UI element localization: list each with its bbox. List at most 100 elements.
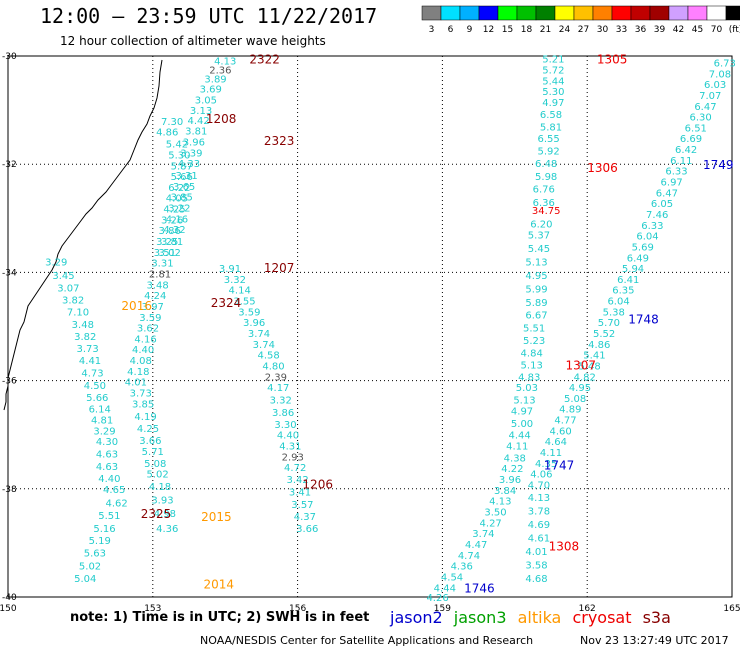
wave-height-label: 3.45 [52, 271, 74, 282]
pass-time-label: 1207 [264, 261, 295, 275]
wave-height-label: 4.16 [134, 334, 156, 345]
wave-height-label: 5.44 [542, 76, 564, 87]
wave-height-label: 4.64 [545, 437, 567, 448]
colorbar-swatch [573, 5, 594, 21]
wave-height-label: 6.22 [168, 183, 190, 194]
colorbar-label: 21 [540, 25, 551, 35]
wave-height-label: 2.36 [209, 66, 231, 77]
y-tick-label: -36 [2, 377, 17, 387]
wave-height-label: 4.33 [178, 159, 200, 170]
colorbar-label: 9 [467, 25, 473, 35]
wave-height-label: 3.86 [159, 226, 181, 237]
page-title: 12:00 – 23:59 UTC 11/22/2017 [40, 4, 378, 28]
wave-height-label: 4.40 [277, 431, 299, 442]
wave-height-label: 3.29 [45, 258, 67, 269]
colorbar-swatch [421, 5, 442, 21]
wave-height-label: 3.81 [185, 127, 207, 138]
wave-height-label: 5.21 [542, 55, 564, 66]
pass-time-label: 1306 [587, 161, 618, 175]
wave-height-label: 5.19 [89, 536, 111, 547]
legend-jason3: jason3 [453, 608, 507, 627]
wave-height-label: 5.66 [86, 393, 108, 404]
wave-height-label: 3.78 [528, 506, 550, 517]
wave-height-label: 5.02 [79, 562, 101, 573]
wave-height-label: 4.47 [465, 540, 487, 551]
wave-height-label: 3.29 [93, 426, 115, 437]
wave-height-label: 3.96 [183, 137, 205, 148]
wave-height-label: 4.19 [134, 412, 156, 423]
wave-height-label: 3.86 [272, 408, 294, 419]
wave-height-label: 3.13 [190, 106, 212, 117]
pass-time-label: 1305 [597, 53, 628, 67]
wave-height-label: 3.81 [161, 237, 183, 248]
wave-height-label: 6.04 [607, 297, 629, 308]
wave-height-label: 6.58 [540, 110, 562, 121]
wave-height-label: 4.06 [530, 470, 552, 481]
coastline [3, 59, 163, 411]
wave-height-label: 7.10 [67, 307, 89, 318]
wave-height-label: 4.58 [258, 351, 280, 362]
colorbar-label: 70 [711, 25, 723, 35]
wave-height-label: 5.41 [583, 351, 605, 362]
wave-height-label: 3.89 [204, 75, 226, 86]
wave-height-label: 2.93 [282, 452, 304, 463]
wave-height-label: 4.30 [96, 437, 118, 448]
wave-height-label: 4.38 [504, 453, 526, 464]
wave-height-label: 6.76 [533, 185, 555, 196]
wave-height-label: 4.98 [154, 509, 176, 520]
pass-time-label: 1206 [302, 477, 333, 491]
wave-height-label: 5.30 [168, 150, 190, 161]
wave-height-label: 4.17 [267, 383, 289, 394]
wave-height-label: 6.04 [636, 232, 658, 243]
wave-height-label: 5.52 [593, 329, 615, 340]
wave-height-label: 4.84 [521, 348, 543, 359]
wave-height-label: 3.74 [248, 329, 270, 340]
colorbar-swatch [516, 5, 537, 21]
wave-height-label: 6.11 [670, 156, 692, 167]
wave-height-label: 5.16 [93, 524, 115, 535]
wave-height-label: 4.65 [103, 485, 125, 496]
wave-height-label: 5.04 [74, 574, 96, 585]
colorbar-swatch [497, 5, 518, 21]
wave-height-label: 7.08 [709, 69, 731, 80]
colorbar-swatch [592, 5, 613, 21]
wave-height-label: 5.87 [171, 161, 193, 172]
colorbar-swatch [725, 5, 740, 21]
wave-height-label: 3.85 [132, 399, 154, 410]
wave-height-label: 3.74 [472, 529, 494, 540]
wave-height-label: 4.70 [528, 480, 550, 491]
y-tick-label: -34 [2, 268, 17, 278]
legend-s3a: s3a [642, 608, 671, 627]
wave-height-label: 6.33 [641, 221, 663, 232]
colorbar-swatch [706, 5, 727, 21]
wave-height-label: 7.07 [699, 91, 721, 102]
wave-height-label: 3.84 [494, 486, 516, 497]
wave-height-label: 6.48 [535, 159, 557, 170]
wave-height-label: 5.23 [523, 336, 545, 347]
pass-time-label: 2322 [249, 53, 280, 67]
chart-annotations: 2322 1208 2323 1207 2324 2016 1206 2325 2015 2014… [121, 53, 733, 596]
wave-height-label: 4.77 [554, 416, 576, 427]
wave-height-label: 4.74 [458, 551, 480, 562]
wave-height-label: 3.85 [171, 193, 193, 204]
wave-height-label: 3.50 [484, 508, 506, 519]
colorbar-swatch [649, 5, 670, 21]
wave-height-label: 6.05 [651, 199, 673, 210]
wave-height-label: 4.95 [525, 271, 547, 282]
wave-height-label: 3.59 [139, 313, 161, 324]
colorbar-label: 3 [429, 25, 435, 35]
wave-height-label: 6.33 [665, 167, 687, 178]
colorbar-label: 24 [559, 25, 571, 35]
wave-height-label: 5.45 [528, 244, 550, 255]
colorbar-swatch [478, 5, 499, 21]
wave-height-label: 4.63 [96, 450, 118, 461]
pass-time-label: 1308 [549, 540, 580, 554]
wave-height-label: 3.73 [77, 344, 99, 355]
pass-time-label: 1748 [628, 312, 659, 326]
colorbar-label: 33 [616, 25, 627, 35]
wave-height-label: 4.86 [588, 340, 610, 351]
wave-height-label: 5.37 [528, 231, 550, 242]
wave-height-label: 4.63 [96, 462, 118, 473]
wave-height-label: 5.03 [516, 383, 538, 394]
wave-height-label: 4.36 [451, 562, 473, 573]
